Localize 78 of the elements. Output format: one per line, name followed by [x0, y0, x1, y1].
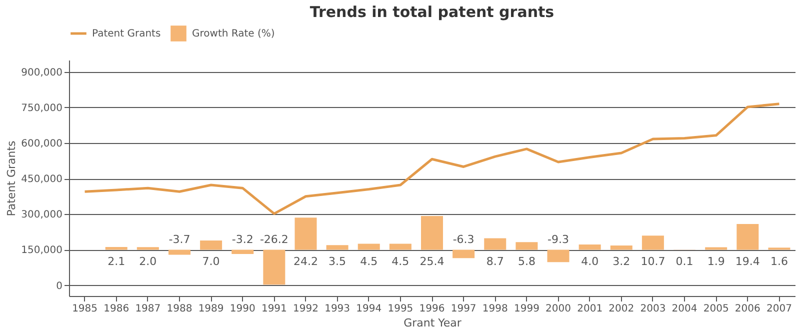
data-label: 5.8	[518, 254, 536, 268]
bar	[389, 244, 412, 250]
y-tick-label: 750,000	[21, 102, 62, 114]
x-tick-label: 2007	[766, 304, 792, 314]
x-tick-label: 2002	[608, 304, 634, 314]
x-tick-label: 1988	[166, 304, 192, 314]
data-label: 0.1	[676, 254, 694, 268]
bar	[136, 247, 159, 250]
bar	[168, 250, 190, 255]
x-tick-label: 2005	[703, 304, 729, 314]
bar	[484, 238, 506, 250]
y-tick-label: 300,000	[21, 210, 62, 221]
y-tick-label: 600,000	[21, 138, 62, 150]
bar	[452, 250, 475, 258]
data-label: 2.0	[139, 254, 157, 268]
bar	[358, 244, 380, 250]
x-tick-label: 2006	[734, 304, 760, 314]
bar	[232, 250, 254, 254]
data-label: -9.3	[548, 232, 569, 246]
line-series	[84, 102, 780, 215]
bar	[326, 245, 348, 250]
x-tick-label: 1994	[356, 304, 382, 314]
x-tick-label: 1996	[419, 304, 445, 314]
chart-title: Trends in total patent grants	[310, 3, 554, 21]
x-tick-label: 1991	[261, 304, 287, 314]
data-label: 19.4	[735, 254, 760, 268]
x-axis-title: Grant Year	[404, 316, 462, 330]
x-tick-label: 1992	[293, 304, 318, 314]
bar	[200, 240, 222, 250]
bar	[263, 250, 286, 285]
data-label: 10.7	[640, 254, 666, 268]
legend-label: Patent Grants	[92, 28, 161, 40]
data-label: 2.1	[108, 254, 126, 268]
data-label: 1.6	[770, 254, 788, 268]
x-tick-label: 1998	[482, 304, 508, 314]
x-tick-label: 1990	[230, 304, 256, 314]
data-label: 4.0	[581, 254, 599, 268]
x-tick-label: 1999	[514, 304, 540, 314]
data-label: 3.5	[328, 254, 346, 268]
y-tick-label: 150,000	[21, 245, 62, 256]
bar	[642, 236, 664, 250]
data-label: 1.9	[707, 254, 725, 268]
data-label: 4.5	[392, 254, 410, 268]
data-label: 3.2	[612, 254, 630, 268]
x-tick-label: 2000	[546, 304, 571, 314]
x-tick-label: 1986	[104, 304, 130, 314]
data-label: 25.4	[420, 254, 444, 268]
y-tick-label: 450,000	[21, 174, 62, 186]
data-label: -26.2	[260, 232, 288, 246]
bar	[516, 242, 538, 250]
x-tick-label: 2004	[672, 304, 698, 314]
data-label: 24.2	[293, 254, 318, 268]
x-tick-label: 1995	[388, 304, 414, 314]
data-label: 4.5	[360, 254, 378, 268]
x-tick-label: 1993	[324, 304, 350, 314]
bar	[736, 224, 759, 250]
data-label: -3.2	[232, 232, 254, 246]
data-label: 8.7	[486, 254, 504, 268]
y-tick-label: 900,000	[21, 67, 62, 78]
bar	[421, 216, 443, 250]
bar	[105, 246, 128, 250]
x-tick-label: 1987	[135, 304, 161, 314]
legend-label: Growth Rate (%)	[192, 28, 275, 40]
data-label: 7.0	[202, 254, 220, 268]
bar	[547, 250, 570, 262]
data-label: -3.7	[168, 232, 190, 246]
bar	[705, 247, 728, 250]
x-tick-label: 1985	[72, 304, 98, 314]
bar	[610, 246, 632, 250]
x-tick-label: 2003	[640, 304, 666, 314]
y-tick-label: 0	[56, 280, 62, 292]
data-label: -6.3	[452, 232, 474, 246]
x-tick-label: 1997	[450, 304, 476, 314]
y-axis-title: Patent Grants	[5, 140, 18, 216]
x-tick-label: 1989	[198, 304, 224, 314]
bar	[578, 244, 601, 250]
bar	[294, 218, 317, 250]
x-tick-label: 2001	[577, 304, 603, 314]
